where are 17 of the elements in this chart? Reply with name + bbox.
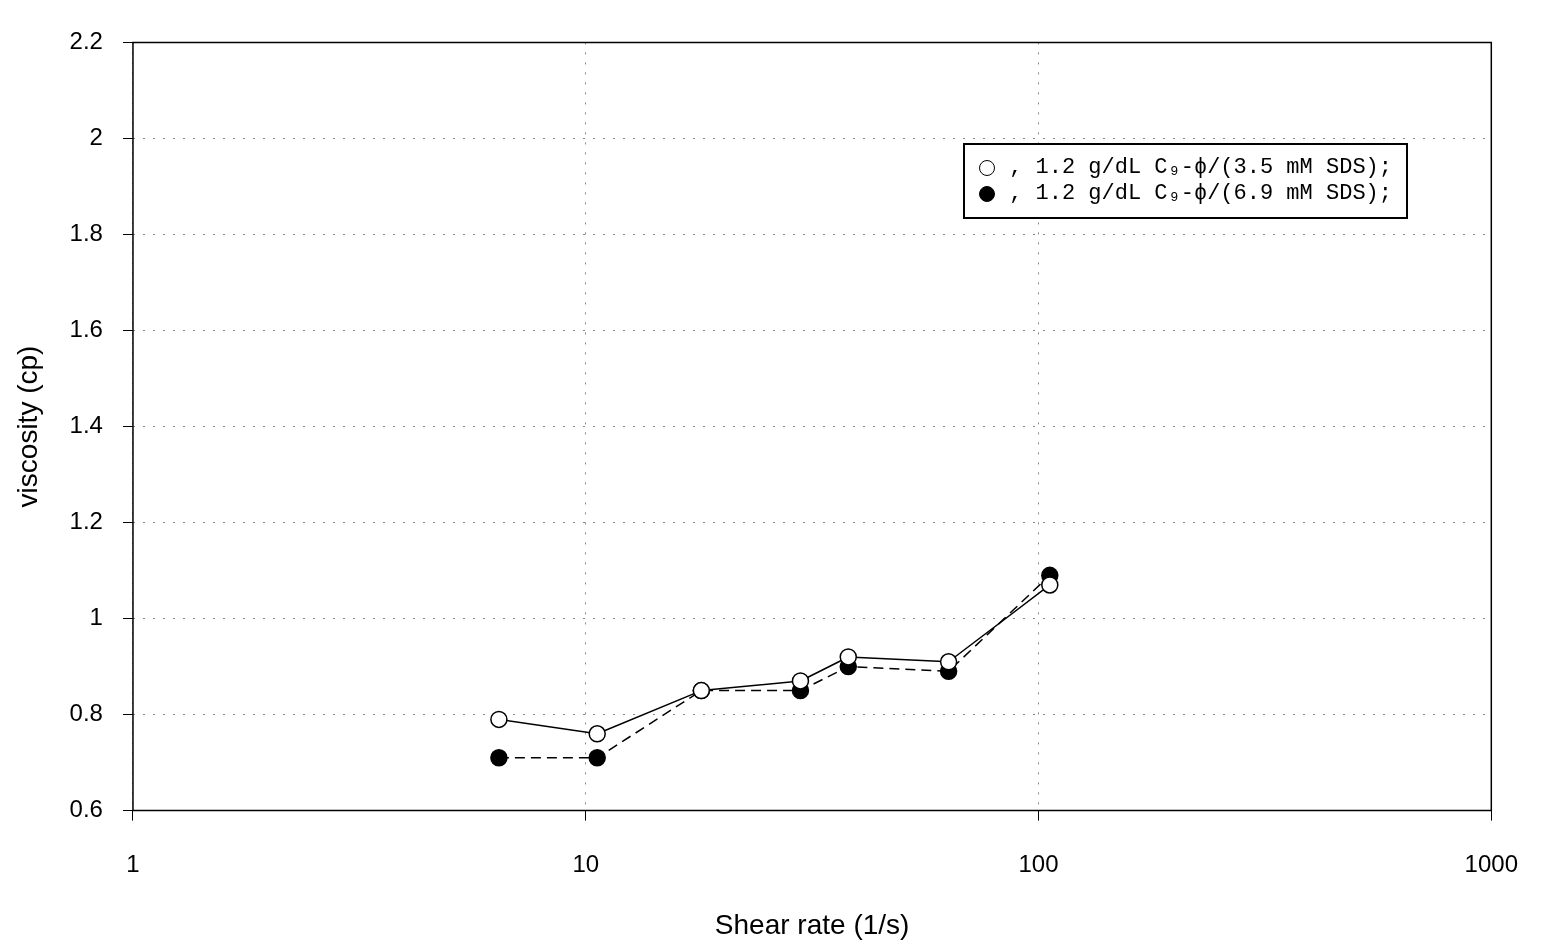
x-tick-label: 1000: [1464, 849, 1518, 877]
y-tick-label: 1.6: [69, 315, 103, 343]
x-axis-title: Shear rate (1/s): [714, 908, 910, 940]
y-tick-label: 0.8: [69, 699, 103, 727]
y-tick-label: 1.4: [69, 411, 103, 439]
x-tick-label: 100: [1018, 849, 1059, 877]
x-tick-label: 1: [126, 849, 140, 877]
y-tick-label: 0.6: [69, 795, 103, 823]
x-tick-label: 10: [572, 849, 600, 877]
y-tick-label: 1.8: [69, 219, 103, 247]
y-axis-title: viscosity (cp): [11, 345, 43, 508]
legend-label: , 1.2 g/dL C₉-ϕ/(6.9 mM SDS);: [1009, 181, 1392, 207]
y-tick-label: 2.2: [69, 27, 103, 55]
y-tick-label: 2: [89, 123, 103, 151]
y-tick-label: 1: [89, 603, 103, 631]
y-tick-label: 1.2: [69, 507, 103, 535]
legend-label: , 1.2 g/dL C₉-ϕ/(3.5 mM SDS);: [1009, 155, 1392, 181]
